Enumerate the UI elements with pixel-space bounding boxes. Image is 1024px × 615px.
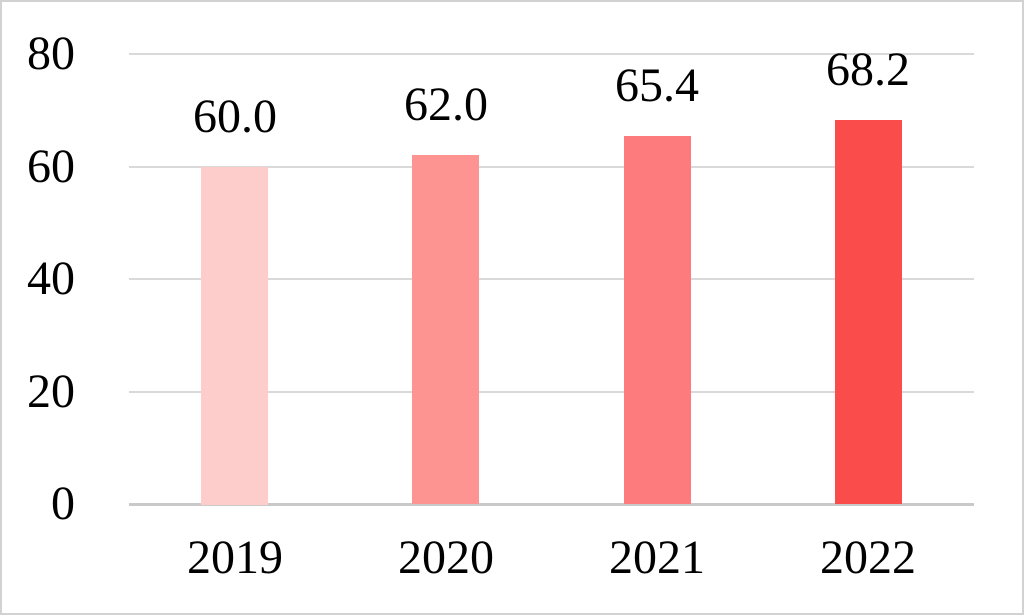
- bar-2020: [412, 155, 479, 504]
- gridline-y-0: [129, 503, 974, 506]
- data-label-2021: 65.4: [615, 59, 699, 112]
- y-axis-tick-label-20: 20: [27, 365, 75, 418]
- bar-2019: [201, 167, 268, 505]
- x-axis-label-2020: 2020: [398, 531, 494, 584]
- y-axis-tick-label-40: 40: [27, 252, 75, 305]
- y-axis-tick-label-60: 60: [27, 140, 75, 193]
- gridline-y-60: [129, 166, 974, 168]
- data-label-2019: 60.0: [193, 90, 277, 143]
- bar-2022: [835, 120, 902, 504]
- gridline-y-80: [129, 53, 974, 55]
- gridline-y-40: [129, 278, 974, 280]
- y-axis-tick-label-0: 0: [51, 477, 75, 530]
- y-axis-tick-label-80: 80: [27, 27, 75, 80]
- x-axis-label-2019: 2019: [187, 531, 283, 584]
- bar-2021: [624, 136, 691, 504]
- data-label-2022: 68.2: [826, 43, 910, 96]
- x-axis-label-2022: 2022: [820, 531, 916, 584]
- data-label-2020: 62.0: [404, 78, 488, 131]
- x-axis-label-2021: 2021: [609, 531, 705, 584]
- gridline-y-20: [129, 391, 974, 393]
